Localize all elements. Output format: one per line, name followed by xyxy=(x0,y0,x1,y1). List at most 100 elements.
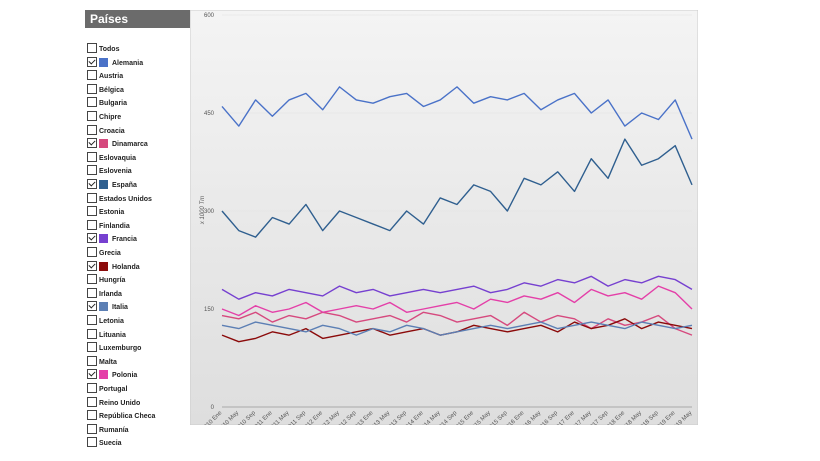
country-item[interactable]: Alemania xyxy=(87,54,143,67)
country-label: Eslovenia xyxy=(99,168,132,176)
checkbox[interactable] xyxy=(87,423,97,434)
checkbox[interactable] xyxy=(87,410,97,421)
country-label: Grecia xyxy=(99,250,121,257)
checkbox[interactable] xyxy=(87,342,97,353)
checkbox[interactable] xyxy=(87,301,97,312)
checkbox[interactable] xyxy=(87,165,97,176)
checkbox[interactable] xyxy=(87,151,97,162)
series-line xyxy=(221,311,693,336)
y-tick-label: 600 xyxy=(204,13,215,19)
country-item[interactable]: Bulgaria xyxy=(87,94,128,108)
y-tick-label: 150 xyxy=(204,307,215,313)
checkbox[interactable] xyxy=(87,192,97,203)
checkbox[interactable] xyxy=(87,206,97,217)
checkbox[interactable] xyxy=(87,396,97,407)
country-label: Eslovaquia xyxy=(99,154,136,162)
series-line xyxy=(221,138,693,238)
sidebar-title: Países xyxy=(85,10,190,28)
country-label: Dinamarca xyxy=(112,141,148,149)
country-label: Bulgaria xyxy=(99,100,128,108)
series-line xyxy=(221,275,693,300)
country-item[interactable]: Chipre xyxy=(87,108,121,121)
checkbox[interactable] xyxy=(87,233,97,244)
checkbox[interactable] xyxy=(87,437,97,448)
legend-swatch xyxy=(99,57,108,67)
country-item[interactable]: Suecia xyxy=(87,434,122,448)
country-label: Holanda xyxy=(112,263,140,271)
country-item[interactable]: Irlanda xyxy=(87,285,122,298)
chart-background xyxy=(190,10,698,425)
country-item[interactable]: Bélgica xyxy=(87,81,124,94)
country-label: Finlandia xyxy=(99,222,130,230)
country-item[interactable]: Estados Unidos xyxy=(87,190,152,203)
country-item[interactable]: Grecia xyxy=(87,244,121,257)
legend-swatch xyxy=(99,234,108,244)
checkbox[interactable] xyxy=(87,70,97,81)
country-item[interactable]: Reino Unido xyxy=(87,394,140,407)
checkbox[interactable] xyxy=(87,43,97,53)
country-label: Austria xyxy=(99,73,124,81)
country-item[interactable]: Dinamarca xyxy=(87,135,148,149)
country-label: República Checa xyxy=(99,413,156,421)
country-label: Portugal xyxy=(99,386,128,393)
checkbox[interactable] xyxy=(87,247,97,257)
country-label: Bélgica xyxy=(99,86,124,94)
checkbox[interactable] xyxy=(87,274,97,285)
country-item[interactable]: Francia xyxy=(87,230,137,244)
country-item[interactable]: Rumanía xyxy=(87,421,129,434)
country-item[interactable]: Eslovenia xyxy=(87,162,132,176)
checkbox[interactable] xyxy=(87,219,97,230)
legend-swatch xyxy=(99,302,108,312)
country-item[interactable]: Eslovaquia xyxy=(87,149,136,162)
country-item[interactable]: Todos xyxy=(87,40,119,53)
country-item[interactable]: Lituania xyxy=(87,326,126,339)
series-line xyxy=(221,321,693,336)
country-item[interactable]: Malta xyxy=(87,353,117,366)
country-label: Chipre xyxy=(99,114,122,121)
country-item[interactable]: España xyxy=(87,176,137,189)
country-item[interactable]: Hungría xyxy=(87,271,125,285)
country-label: Rumanía xyxy=(99,426,129,434)
country-item[interactable]: Finlandia xyxy=(87,217,130,230)
checkbox[interactable] xyxy=(87,369,97,380)
checkbox[interactable] xyxy=(87,179,97,189)
legend-swatch xyxy=(99,139,108,149)
country-label: Alemania xyxy=(112,59,144,67)
country-label: Francia xyxy=(112,236,137,244)
country-item[interactable]: República Checa xyxy=(87,407,156,421)
checkbox[interactable] xyxy=(87,328,97,339)
checkbox[interactable] xyxy=(87,287,97,298)
checkbox[interactable] xyxy=(87,383,97,393)
checkbox[interactable] xyxy=(87,355,97,366)
checkbox[interactable] xyxy=(87,315,97,325)
legend-swatch xyxy=(99,180,108,189)
country-item[interactable]: Letonia xyxy=(87,312,124,325)
checkbox[interactable] xyxy=(87,56,97,67)
country-item[interactable]: Croacia xyxy=(87,122,125,135)
legend-swatch xyxy=(99,261,108,271)
country-item[interactable]: Luxemburgo xyxy=(87,339,142,353)
checkbox[interactable] xyxy=(87,124,97,135)
country-item[interactable]: Polonia xyxy=(87,366,138,380)
country-label: Irlanda xyxy=(99,290,122,298)
country-label: Estados Unidos xyxy=(99,195,152,203)
sidebar: Países Todos Alemania Austria Bélgica Bulgar… xyxy=(85,10,190,448)
country-item[interactable]: Holanda xyxy=(87,258,140,271)
country-label: España xyxy=(112,182,137,189)
country-item[interactable]: Italia xyxy=(87,298,128,312)
country-label: Luxemburgo xyxy=(99,345,142,353)
country-label: Italia xyxy=(112,304,128,312)
checkbox[interactable] xyxy=(87,111,97,121)
country-label: Polonia xyxy=(112,372,138,380)
checkbox[interactable] xyxy=(87,138,97,149)
country-item[interactable]: Estonia xyxy=(87,203,124,217)
checkbox[interactable] xyxy=(87,83,97,94)
country-item[interactable]: Austria xyxy=(87,67,124,81)
country-item[interactable]: Portugal xyxy=(87,380,127,393)
checkbox[interactable] xyxy=(87,97,97,108)
y-tick-label: 450 xyxy=(204,111,215,117)
checkbox[interactable] xyxy=(87,260,97,271)
country-label: Suecia xyxy=(99,440,122,448)
